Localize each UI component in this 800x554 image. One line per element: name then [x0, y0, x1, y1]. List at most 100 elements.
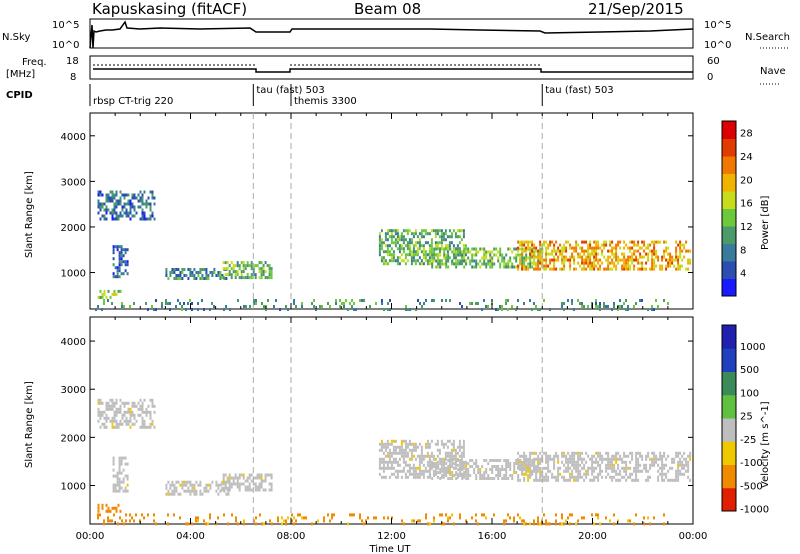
power-cell-r7 [637, 249, 640, 253]
velocity-cell-r7 [679, 472, 682, 476]
power-cell-r7 [615, 258, 618, 262]
velocity-cell-r4 [264, 488, 267, 492]
power-cell-r6 [471, 259, 474, 263]
power-cell-r7 [651, 252, 654, 256]
power-cell-r8 [287, 308, 289, 311]
power-cell-r5 [410, 232, 413, 236]
power-cell-r0 [105, 196, 108, 200]
velocity-cell-r6 [505, 468, 508, 471]
velocity-cell-r1 [112, 474, 115, 478]
velocity-cell-r6 [509, 462, 512, 465]
velocity-cell-r7 [541, 472, 544, 476]
power-cell-r3 [165, 274, 168, 277]
power-cell-r5 [386, 247, 389, 251]
velocity-cell-r8 [485, 516, 487, 520]
velocity-cell-r8 [269, 519, 271, 523]
power-colorbar-tick-4: 20 [740, 175, 753, 186]
velocity-cell-r5 [412, 463, 415, 467]
velocity-cell-r8 [521, 519, 523, 523]
velocity-cell-r5 [420, 469, 423, 473]
velocity-cell-r8 [483, 513, 485, 517]
power-cell-r2 [103, 292, 106, 296]
velocity-cell-r4 [270, 476, 273, 480]
power-cell-r6 [467, 256, 470, 260]
velocity-cell-r1 [116, 483, 119, 487]
velocity-cell-r5 [402, 454, 405, 458]
velocity-cell-r5 [450, 454, 453, 458]
power-cell-r0 [151, 190, 154, 194]
velocity-cell-r6 [477, 471, 480, 474]
velocity-cell-r7 [627, 475, 630, 479]
power-cell-r7 [561, 261, 564, 265]
velocity-cell-r3 [199, 492, 202, 496]
velocity-cell-r6 [459, 459, 462, 462]
velocity-cell-r7 [617, 472, 620, 476]
velocity-cell-r7 [605, 463, 608, 467]
power-cell-r7 [675, 240, 678, 244]
velocity-cell-r0 [129, 425, 132, 429]
power-cell-r7 [531, 255, 534, 259]
velocity-cell-r4 [222, 482, 225, 486]
power-cell-r7 [553, 249, 556, 253]
power-cell-r5 [438, 262, 441, 266]
velocity-cell-r8 [583, 516, 585, 520]
power-cell-r0 [99, 193, 102, 197]
power-cell-r6 [527, 262, 530, 266]
velocity-cell-r7 [639, 463, 642, 467]
power-cell-r7 [531, 243, 534, 247]
velocity-cell-r8 [539, 522, 541, 526]
velocity-cell-r5 [420, 457, 423, 461]
velocity-cell-r1 [120, 456, 123, 460]
power-cell-r3 [177, 274, 180, 277]
velocity-cell-r7 [581, 451, 584, 455]
power-cell-r8 [469, 302, 471, 305]
velocity-cell-r0 [133, 422, 136, 426]
power-cell-r4 [244, 276, 247, 280]
velocity-cell-r6 [453, 474, 456, 477]
velocity-cell-r8 [429, 522, 431, 526]
velocity-cell-r7 [665, 472, 668, 476]
power-cell-r7 [595, 264, 598, 268]
velocity-cell-r0 [127, 401, 130, 405]
velocity-cell-r7 [555, 475, 558, 479]
velocity-cell-r7 [625, 460, 628, 464]
power-cell-r7 [597, 261, 600, 265]
velocity-cell-r5 [428, 460, 431, 464]
power-cell-r6 [529, 262, 532, 266]
velocity-cell-r6 [485, 471, 488, 474]
freq-unit-label: [MHz] [6, 69, 35, 80]
velocity-cell-r5 [406, 475, 409, 479]
power-cell-r4 [248, 276, 251, 280]
power-cell-r7 [667, 246, 670, 250]
power-cell-r6 [463, 250, 466, 254]
power-cell-r5 [452, 244, 455, 248]
power-cell-r5 [424, 232, 427, 236]
velocity-cell-r7 [569, 475, 572, 479]
power-cell-r8 [369, 305, 371, 308]
velocity-cell-r4 [244, 479, 247, 483]
velocity-cell-r3 [189, 483, 192, 487]
power-cell-r7 [591, 264, 594, 268]
power-cell-r5 [380, 247, 383, 251]
velocity-cell-r5 [414, 448, 417, 452]
power-cell-r5 [400, 247, 403, 251]
velocity-cell-r5 [438, 448, 441, 452]
velocity-cell-r8 [441, 513, 443, 517]
power-cell-r7 [531, 249, 534, 253]
velocity-cell-r6 [493, 477, 496, 480]
velocity-cell-r4 [266, 473, 269, 477]
velocity-cell-r8 [439, 513, 441, 517]
power-cell-r6 [477, 262, 480, 266]
power-cell-r3 [203, 277, 206, 280]
velocity-cell-r5 [444, 466, 447, 470]
velocity-cell-r8 [613, 513, 615, 517]
power-cell-r6 [489, 253, 492, 257]
power-cell-r6 [509, 265, 512, 269]
power-cell-r8 [515, 308, 517, 311]
power-cell-r8 [539, 308, 541, 311]
velocity-cell-r0 [139, 407, 142, 411]
power-cell-r4 [252, 270, 255, 274]
velocity-cell-r0 [105, 407, 108, 411]
power-cell-r8 [571, 302, 573, 305]
velocity-cell-r8 [331, 513, 333, 517]
